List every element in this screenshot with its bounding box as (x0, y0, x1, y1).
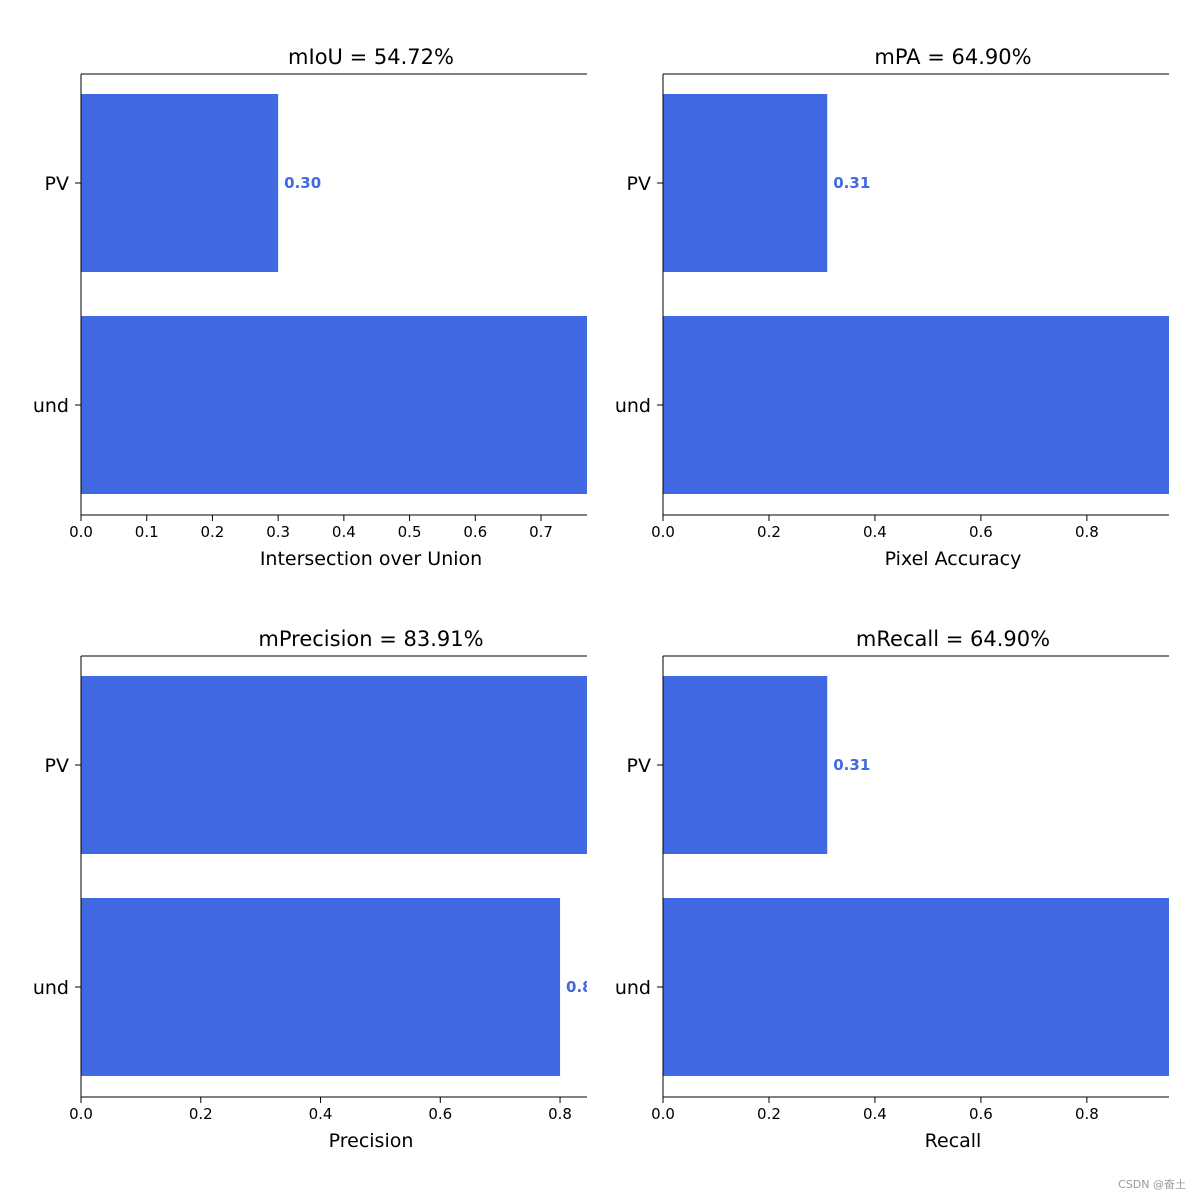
chart-title: mPrecision = 83.91% (258, 627, 483, 651)
value-label-PV: 0.30 (284, 174, 321, 192)
y-tick-label: PV (627, 755, 651, 777)
y-tick-label: und (615, 395, 651, 417)
chart-panel-3: 0.8 0.0 0.2 0.4 0.6 0.8 PV und mPrecision = 83.9… (33, 627, 593, 1152)
chart-title: mIoU = 54.72% (288, 45, 454, 69)
bar-background (81, 898, 561, 1076)
bar-PV (663, 94, 828, 272)
value-label-PV: 0.31 (833, 756, 870, 774)
x-axis-label: Recall (925, 1130, 982, 1152)
bar-PV (81, 676, 587, 854)
x-tick-label: 0.8 (548, 1105, 572, 1123)
csdn-watermark: CSDN @奋土 (1118, 1178, 1186, 1191)
x-axis-label: Intersection over Union (260, 548, 482, 570)
x-tick-label: 0.0 (69, 523, 93, 541)
x-tick-label: 0.8 (1075, 1105, 1099, 1123)
x-tick-label: 0.0 (651, 1105, 675, 1123)
bar-background (663, 316, 1169, 494)
x-tick-label: 0.2 (200, 523, 224, 541)
bar-PV (81, 94, 279, 272)
chart-panel-1: 0.30 0.0 0.1 0.2 0.3 0.4 0.5 0.6 0.7 PV und mIoU = … (33, 45, 587, 570)
chart-title: mPA = 64.90% (874, 45, 1031, 69)
bar-PV (663, 676, 828, 854)
x-tick-label: 0.6 (428, 1105, 452, 1123)
bar-background (663, 898, 1169, 1076)
value-label-background: 0.8 (566, 978, 593, 996)
x-tick-label: 0.7 (529, 523, 553, 541)
y-tick-label: und (33, 395, 69, 417)
x-tick-label: 0.2 (757, 523, 781, 541)
x-tick-label: 0.2 (189, 1105, 213, 1123)
x-tick-label: 0.6 (463, 523, 487, 541)
x-tick-label: 0.8 (1075, 523, 1099, 541)
x-axis-label: Pixel Accuracy (885, 548, 1022, 570)
y-tick-label: PV (627, 173, 651, 195)
x-tick-label: 0.6 (969, 1105, 993, 1123)
chart-panel-4: 0.31 0.0 0.2 0.4 0.6 0.8 PV und mRecall = 64.90%… (615, 627, 1169, 1152)
x-tick-label: 0.0 (651, 523, 675, 541)
x-axis-label: Precision (329, 1130, 414, 1152)
y-tick-label: und (33, 977, 69, 999)
x-tick-label: 0.0 (69, 1105, 93, 1123)
x-tick-label: 0.4 (309, 1105, 333, 1123)
x-tick-label: 0.4 (863, 1105, 887, 1123)
bar-background (81, 316, 587, 494)
x-tick-label: 0.2 (757, 1105, 781, 1123)
chart-panel-2: 0.31 0.0 0.2 0.4 0.6 0.8 PV und mPA = 64.90% Pixe… (615, 45, 1169, 570)
x-tick-label: 0.3 (266, 523, 290, 541)
y-tick-label: PV (45, 173, 69, 195)
x-tick-label: 0.4 (863, 523, 887, 541)
x-tick-label: 0.6 (969, 523, 993, 541)
chart-title: mRecall = 64.90% (856, 627, 1050, 651)
x-tick-label: 0.1 (135, 523, 159, 541)
x-tick-label: 0.4 (332, 523, 356, 541)
y-tick-label: PV (45, 755, 69, 777)
x-tick-label: 0.5 (398, 523, 422, 541)
y-tick-label: und (615, 977, 651, 999)
value-label-PV: 0.31 (833, 174, 870, 192)
